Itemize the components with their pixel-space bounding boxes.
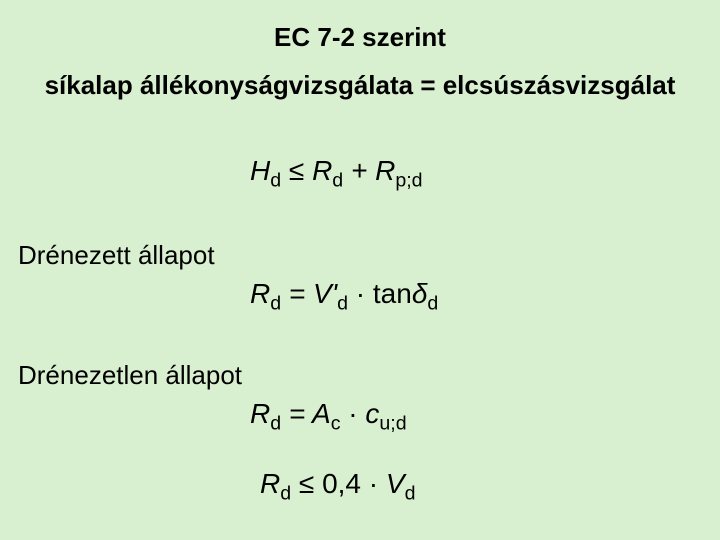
formula-main-inequality: Hd ≤ Rd + Rp;d: [250, 155, 423, 187]
formula-drained: Rd = V'd · tanδd: [250, 278, 438, 310]
slide-subtitle: síkalap állékonyságvizsgálata = elcsúszá…: [0, 70, 720, 101]
formula-limit: Rd ≤ 0,4 · Vd: [260, 468, 416, 500]
label-undrained: Drénezetlen állapot: [18, 360, 242, 391]
slide-title: EC 7-2 szerint: [0, 22, 720, 53]
label-drained: Drénezett állapot: [18, 240, 215, 271]
slide: EC 7-2 szerint síkalap állékonyságvizsgá…: [0, 0, 720, 540]
formula-undrained: Rd = Ac · cu;d: [250, 398, 407, 430]
